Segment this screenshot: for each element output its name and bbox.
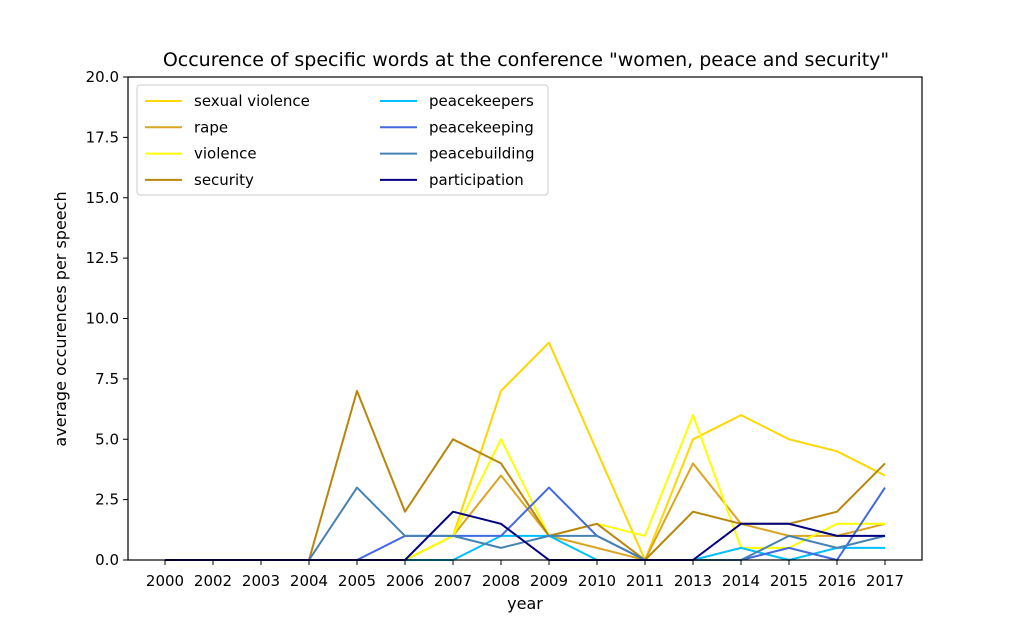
chart-title: Occurence of specific words at the confe… (163, 49, 889, 71)
y-tick-label: 12.5 (86, 249, 119, 267)
x-tick-label: 2013 (674, 572, 712, 590)
legend-box (136, 84, 549, 196)
legend-label: peacebuilding (429, 145, 535, 163)
legend-label: sexual violence (194, 92, 310, 110)
x-axis: 2000 2002 2003 2004 2005 2006 2007 2008 2009 2010… (146, 560, 904, 590)
x-tick-label: 2000 (146, 572, 184, 590)
x-tick-label: 2009 (530, 572, 568, 590)
x-tick-label: 2005 (338, 572, 376, 590)
x-tick-label: 2008 (482, 572, 520, 590)
y-axis: 0.0 2.5 5.0 7.5 10.0 12.5 15.0 17.5 20.0 (86, 68, 128, 569)
legend-label: violence (194, 145, 257, 163)
legend-label: peacekeepers (429, 92, 534, 110)
legend-label: peacekeeping (429, 118, 534, 136)
y-tick-label: 0.0 (95, 551, 119, 569)
y-tick-label: 15.0 (86, 189, 119, 207)
x-axis-label: year (507, 594, 543, 613)
x-tick-label: 2006 (386, 572, 424, 590)
x-tick-label: 2010 (578, 572, 616, 590)
legend-label: rape (194, 118, 228, 136)
legend-label: security (194, 171, 254, 189)
legend: sexual violence rape violence security peace… (136, 84, 549, 196)
y-tick-label: 10.0 (86, 310, 119, 328)
legend-label: participation (429, 171, 524, 189)
y-tick-label: 2.5 (95, 491, 119, 509)
x-tick-label: 2015 (770, 572, 808, 590)
series-line-security (165, 389, 886, 561)
x-tick-label: 2016 (818, 572, 856, 590)
series-lines (165, 341, 886, 561)
y-axis-label: average occurences per speech (51, 191, 70, 446)
x-tick-label: 2017 (866, 572, 904, 590)
x-tick-label: 2002 (194, 572, 232, 590)
x-tick-label: 2011 (626, 572, 664, 590)
series-line-violence (165, 414, 885, 561)
y-tick-label: 17.5 (86, 128, 119, 146)
x-tick-label: 2007 (434, 572, 472, 590)
y-tick-label: 20.0 (86, 68, 119, 86)
series-line-sexual-violence (165, 341, 886, 561)
x-tick-label: 2014 (722, 572, 760, 590)
y-tick-label: 5.0 (95, 430, 119, 448)
x-tick-label: 2004 (290, 572, 328, 590)
y-tick-label: 7.5 (95, 370, 119, 388)
x-tick-label: 2003 (242, 572, 280, 590)
